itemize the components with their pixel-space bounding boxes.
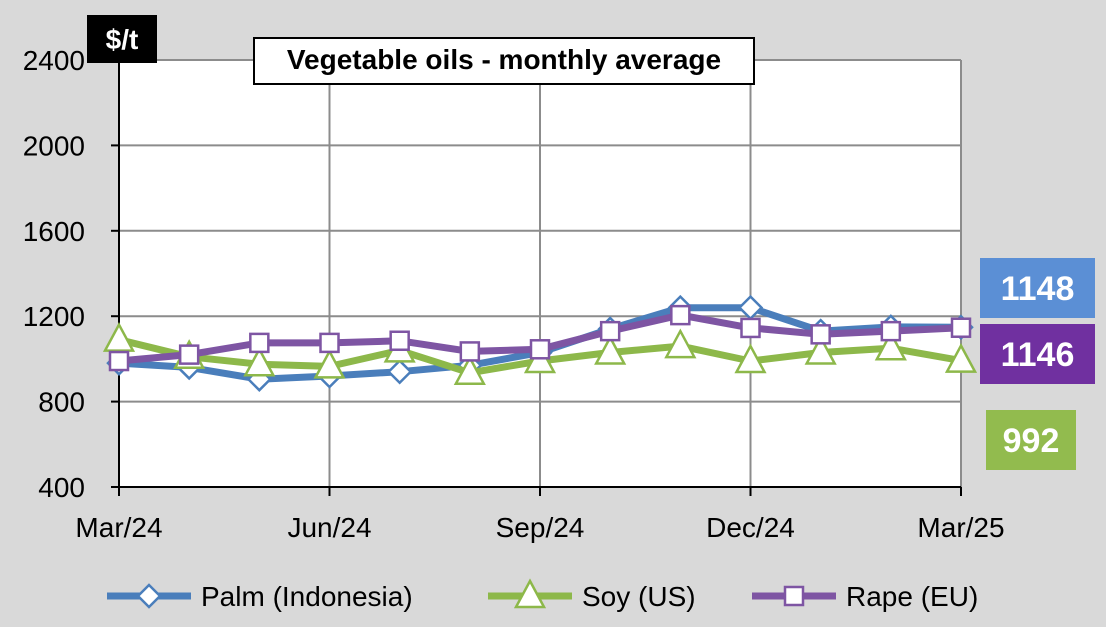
legend: Palm (Indonesia) Soy (US) Rape (EU) [107,578,978,612]
data-point [529,339,551,360]
data-point [950,317,972,338]
y-tick-label: 1600 [23,216,85,247]
data-point [670,304,691,326]
data-point [810,324,831,345]
legend-marker [136,583,162,609]
series-2 [108,304,972,372]
data-point [804,334,837,365]
data-point [178,344,200,365]
legend-marker [513,578,547,609]
data-point [389,330,410,352]
x-tick-label: Sep/24 [496,512,585,543]
x-tick-label: Dec/24 [706,512,795,543]
data-point [734,343,767,374]
data-point [664,328,697,359]
badge-value: 1146 [1001,336,1075,374]
badge-box [980,324,1095,384]
unit-label: $/t [87,15,157,63]
y-tick-label: 400 [38,472,85,503]
badge-value: 992 [1003,422,1060,460]
data-point [594,334,627,365]
data-point [599,320,621,342]
data-point [313,348,346,379]
badge-box [986,410,1076,470]
badge-value: 1148 [1001,270,1075,308]
latest-value-badge: 1148 [980,258,1095,318]
data-point [249,332,270,354]
data-point [102,322,136,352]
data-point [459,341,481,362]
y-tick-label: 2000 [23,130,85,161]
data-point [740,317,761,339]
y-tick-label: 2400 [23,45,85,76]
grid-lines [119,59,962,487]
series-lines [102,294,978,392]
x-axis-ticks: Mar/24 Jun/24 Sep/24 Dec/24 Mar/25 [75,487,1005,543]
legend-item: Palm (Indonesia) [107,581,413,612]
latest-value-badges: 1148 1146 992 [980,258,1095,470]
data-point [874,330,907,361]
legend-label: Rape (EU) [846,581,978,612]
y-tick-label: 1200 [23,301,85,332]
data-point [453,355,486,386]
badge-box [980,258,1095,318]
chart-title-text: Vegetable oils - monthly average [287,44,721,75]
x-tick-label: Mar/25 [917,512,1004,543]
axes [118,60,961,488]
data-point [243,346,276,377]
x-tick-label: Jun/24 [287,512,371,543]
data-point [319,332,340,354]
data-point [880,320,902,342]
unit-label-text: $/t [106,24,139,55]
legend-label: Palm (Indonesia) [201,581,413,612]
data-point [944,342,978,373]
chart-title: Vegetable oils - monthly average [253,37,755,85]
legend-item: Rape (EU) [752,581,978,612]
latest-value-badge: 1146 [980,324,1095,384]
x-tick-label: Mar/24 [75,512,162,543]
latest-value-badge: 992 [986,410,1076,470]
data-point [386,358,413,385]
y-tick-label: 800 [38,387,85,418]
y-axis-ticks: 400 800 1200 1600 2000 2400 [23,45,119,503]
data-point [108,350,130,372]
legend-label: Soy (US) [582,581,696,612]
legend-item: Soy (US) [488,578,696,612]
legend-marker [783,585,805,607]
